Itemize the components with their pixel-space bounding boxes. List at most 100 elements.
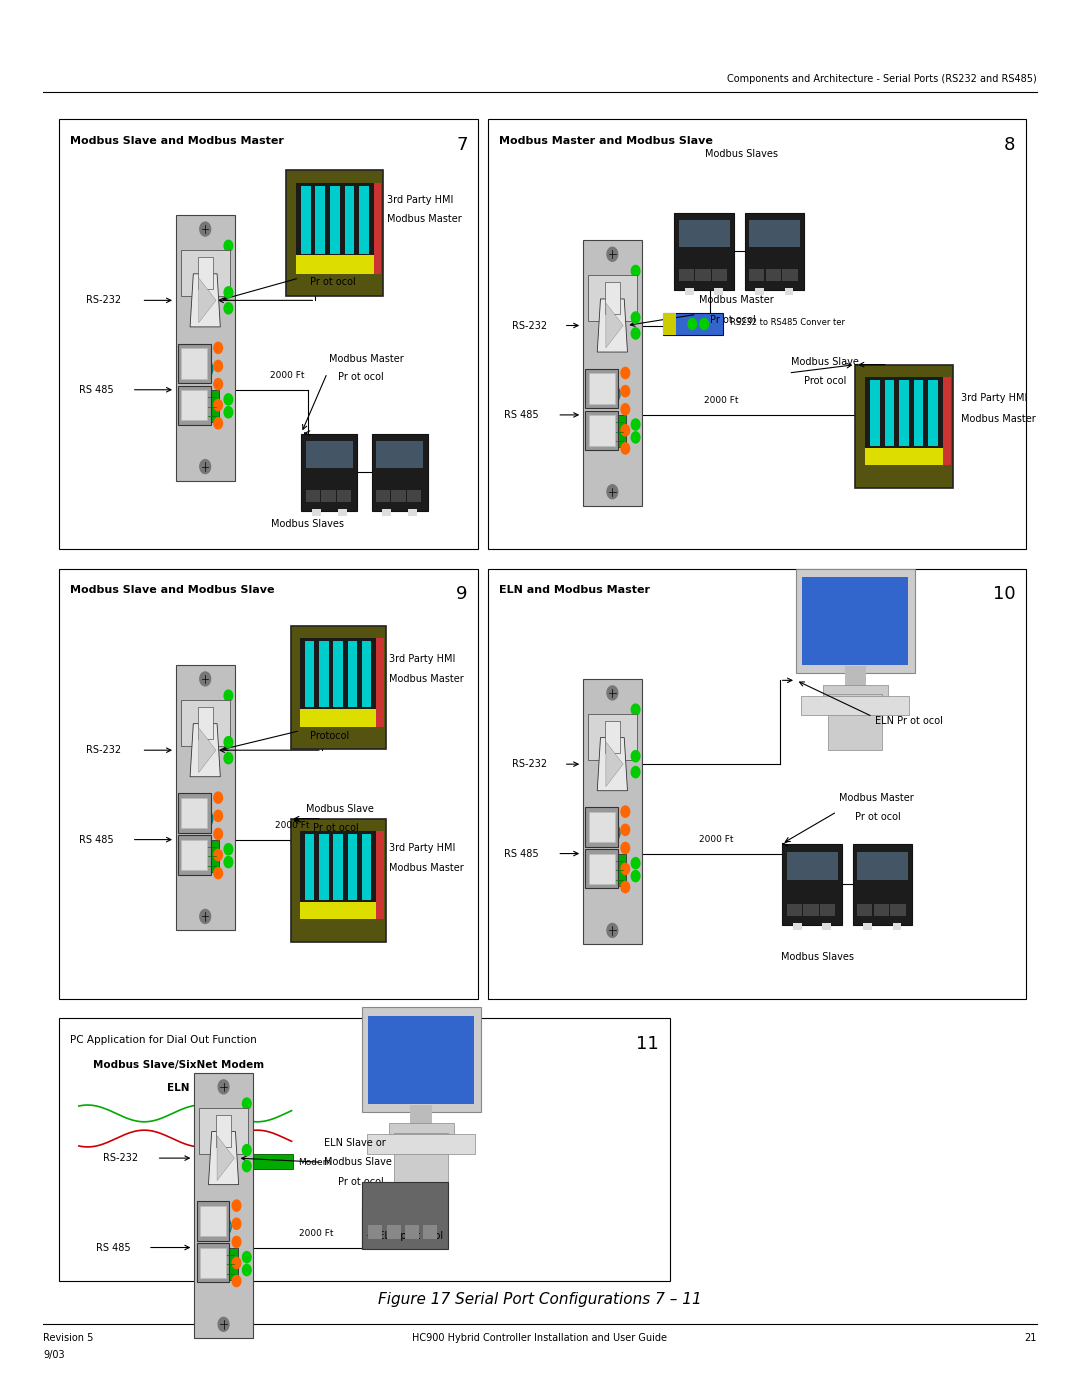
Bar <box>583 240 643 506</box>
Text: 3rd Party HMI: 3rd Party HMI <box>961 393 1027 404</box>
Bar <box>914 380 923 446</box>
Bar <box>197 1201 229 1241</box>
Bar <box>858 852 907 880</box>
Text: Modbus Slave: Modbus Slave <box>791 356 859 367</box>
Bar <box>376 441 423 468</box>
Bar <box>598 415 626 447</box>
Text: ELN Pr ot ocol: ELN Pr ot ocol <box>875 715 943 726</box>
Bar <box>334 641 342 707</box>
Bar <box>216 1115 231 1147</box>
Bar <box>296 256 374 274</box>
Bar <box>376 638 383 726</box>
Text: Revision 5: Revision 5 <box>43 1333 94 1343</box>
Circle shape <box>214 360 222 372</box>
Bar <box>766 268 781 281</box>
Bar <box>715 288 724 295</box>
Bar <box>696 268 711 281</box>
Circle shape <box>631 858 640 869</box>
Circle shape <box>225 844 233 855</box>
Bar <box>198 257 213 289</box>
Bar <box>175 215 235 481</box>
Circle shape <box>225 753 233 764</box>
Bar <box>345 186 354 254</box>
Bar <box>286 170 383 296</box>
Text: Modbus Master: Modbus Master <box>329 353 404 365</box>
Text: Modbus Master: Modbus Master <box>387 214 461 225</box>
Polygon shape <box>606 742 623 787</box>
Text: RS-232: RS-232 <box>512 320 548 331</box>
Circle shape <box>242 1252 251 1263</box>
Polygon shape <box>190 724 220 777</box>
Bar <box>362 834 372 900</box>
Bar <box>252 1154 293 1169</box>
Bar <box>583 679 643 944</box>
Text: ELN and Modbus Master: ELN and Modbus Master <box>499 585 650 595</box>
Text: Pr ot ocol: Pr ot ocol <box>710 314 755 326</box>
Bar <box>181 840 207 870</box>
Bar <box>585 369 618 408</box>
Polygon shape <box>199 278 216 323</box>
Circle shape <box>631 432 640 443</box>
Circle shape <box>225 736 233 747</box>
Text: RS 485: RS 485 <box>96 1242 131 1253</box>
Bar <box>301 433 357 510</box>
Bar <box>334 834 342 900</box>
Text: 8: 8 <box>1003 136 1015 154</box>
Circle shape <box>688 319 697 330</box>
Bar <box>488 569 1026 999</box>
Text: 10: 10 <box>993 585 1015 604</box>
Bar <box>864 923 873 930</box>
Circle shape <box>621 425 630 436</box>
Bar <box>750 221 800 247</box>
Bar <box>845 666 866 687</box>
Circle shape <box>242 1264 251 1275</box>
Bar <box>181 798 207 828</box>
Text: Pr ot ocol: Pr ot ocol <box>338 1176 383 1187</box>
Circle shape <box>200 909 211 923</box>
Bar <box>865 377 943 465</box>
Circle shape <box>200 222 211 236</box>
Bar <box>59 119 478 549</box>
Text: Modbus Master: Modbus Master <box>389 673 463 685</box>
Text: RS-232: RS-232 <box>103 1153 138 1164</box>
Bar <box>191 840 219 872</box>
Circle shape <box>214 342 222 353</box>
Bar <box>330 186 340 254</box>
Bar <box>782 844 842 925</box>
Bar <box>869 380 879 446</box>
Polygon shape <box>597 299 627 352</box>
Bar <box>823 685 888 697</box>
Text: ELN: ELN <box>167 1083 189 1092</box>
Circle shape <box>214 810 222 821</box>
Text: 3rd Party HMI: 3rd Party HMI <box>387 194 453 205</box>
Polygon shape <box>606 303 623 348</box>
Bar <box>885 380 894 446</box>
Bar <box>362 641 372 707</box>
Text: 2000 Ft: 2000 Ft <box>299 1229 334 1238</box>
Text: Modbus Slaves: Modbus Slaves <box>781 951 854 963</box>
Circle shape <box>225 856 233 868</box>
Bar <box>389 1123 454 1136</box>
Bar <box>300 901 376 919</box>
Bar <box>200 1206 226 1236</box>
Circle shape <box>621 863 630 875</box>
Bar <box>368 1225 382 1239</box>
Circle shape <box>214 418 222 429</box>
Circle shape <box>225 407 233 418</box>
Bar <box>853 844 913 925</box>
Text: 3rd Party HMI: 3rd Party HMI <box>389 654 455 665</box>
Bar <box>605 282 620 314</box>
Circle shape <box>225 286 233 298</box>
Bar <box>181 700 230 746</box>
Text: Pr ot ocol: Pr ot ocol <box>855 812 901 823</box>
Circle shape <box>214 849 222 861</box>
Text: Modbus Master: Modbus Master <box>839 792 914 803</box>
Text: RS-232: RS-232 <box>86 745 122 756</box>
Circle shape <box>242 1098 251 1109</box>
Bar <box>407 489 421 502</box>
Text: Modbus Master: Modbus Master <box>389 862 463 873</box>
Bar <box>796 569 915 673</box>
Bar <box>382 509 391 515</box>
Text: PC Application for Dial Out Function: PC Application for Dial Out Function <box>70 1035 257 1045</box>
Bar <box>387 1225 401 1239</box>
